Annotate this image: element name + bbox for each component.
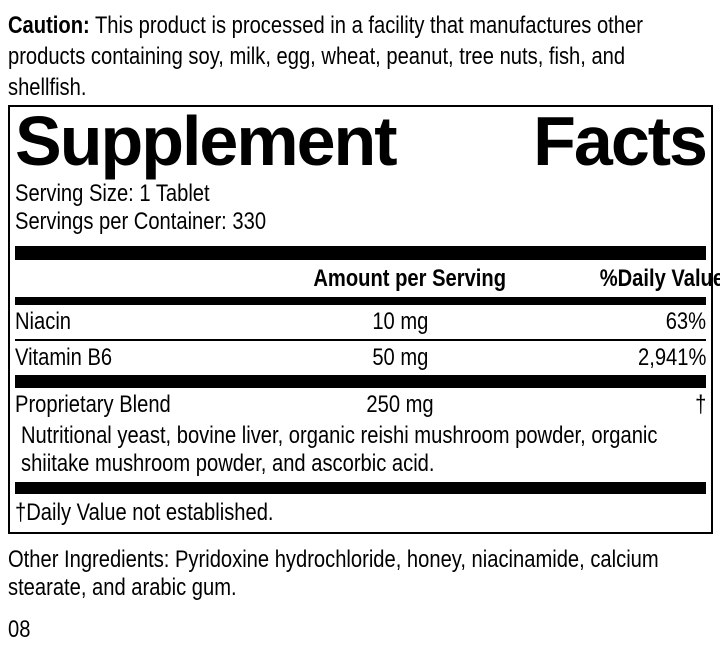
column-header-row: Amount per Serving %Daily Value [15,260,720,297]
nutrient-name: Niacin [15,308,72,336]
medium-rule-below-header [15,297,706,306]
blend-description-line: shiitake mushroom powder, and ascorbic a… [21,450,435,478]
nutrient-daily-value: † [694,391,706,419]
caution-line: Caution: This product is processed in a … [8,10,712,41]
other-ingredients-paragraph: Other Ingredients: Pyridoxine hydrochlor… [8,546,712,602]
table-row-proprietary-blend: Proprietary Blend 250 mg † [15,388,706,422]
caution-text-3: shellfish. [8,74,87,101]
serving-info: Serving Size: 1 Tablet Servings per Cont… [15,180,706,236]
blend-description: Nutritional yeast, bovine liver, organic… [15,422,706,482]
nutrient-name: Vitamin B6 [15,344,113,372]
caution-paragraph: Caution: This product is processed in a … [8,10,712,103]
header-amount-cell: Amount per Serving [313,265,507,293]
caution-label: Caution: [8,12,90,39]
nutrient-amount: 10 mg [372,308,429,336]
panel-title: Supplement Facts [15,102,708,180]
caution-line: shellfish. [8,72,712,103]
nutrient-amount: 50 mg [372,344,429,372]
nutrient-amount: 250 mg [366,391,435,419]
table-row-niacin: Niacin 10 mg 63% [15,305,706,339]
panel-title-word-2: Facts [533,102,708,180]
thick-rule-top [15,246,706,261]
panel-title-word-1: Supplement [15,102,398,180]
thick-rule-above-footnote [15,482,706,495]
table-row-vitamin-b6: Vitamin B6 50 mg 2,941% [15,341,706,375]
thin-rule [15,339,706,342]
caution-text-1: This product is processed in a facility … [94,12,643,39]
blend-description-line: Nutritional yeast, bovine liver, organic… [21,422,658,450]
serving-size-line: Serving Size: 1 Tablet [15,180,210,208]
nutrient-daily-value: 2,941% [637,344,706,372]
nutrient-daily-value: 63% [665,308,706,336]
caution-text-2: products containing soy, milk, egg, whea… [8,43,626,70]
label-code: 08 [8,616,31,644]
other-ingredients-line: Other Ingredients: Pyridoxine hydrochlor… [8,546,659,574]
header-daily-value-cell: %Daily Value [599,265,720,293]
other-ingredients-line: stearate, and arabic gum. [8,574,237,602]
supplement-facts-panel: Supplement Facts Serving Size: 1 Tablet … [8,102,720,535]
caution-line: products containing soy, milk, egg, whea… [8,41,712,72]
nutrient-name: Proprietary Blend [15,391,171,419]
servings-per-container-line: Servings per Container: 330 [15,208,267,236]
thick-rule-above-blend [15,375,706,389]
daily-value-footnote: †Daily Value not established. [15,499,274,527]
